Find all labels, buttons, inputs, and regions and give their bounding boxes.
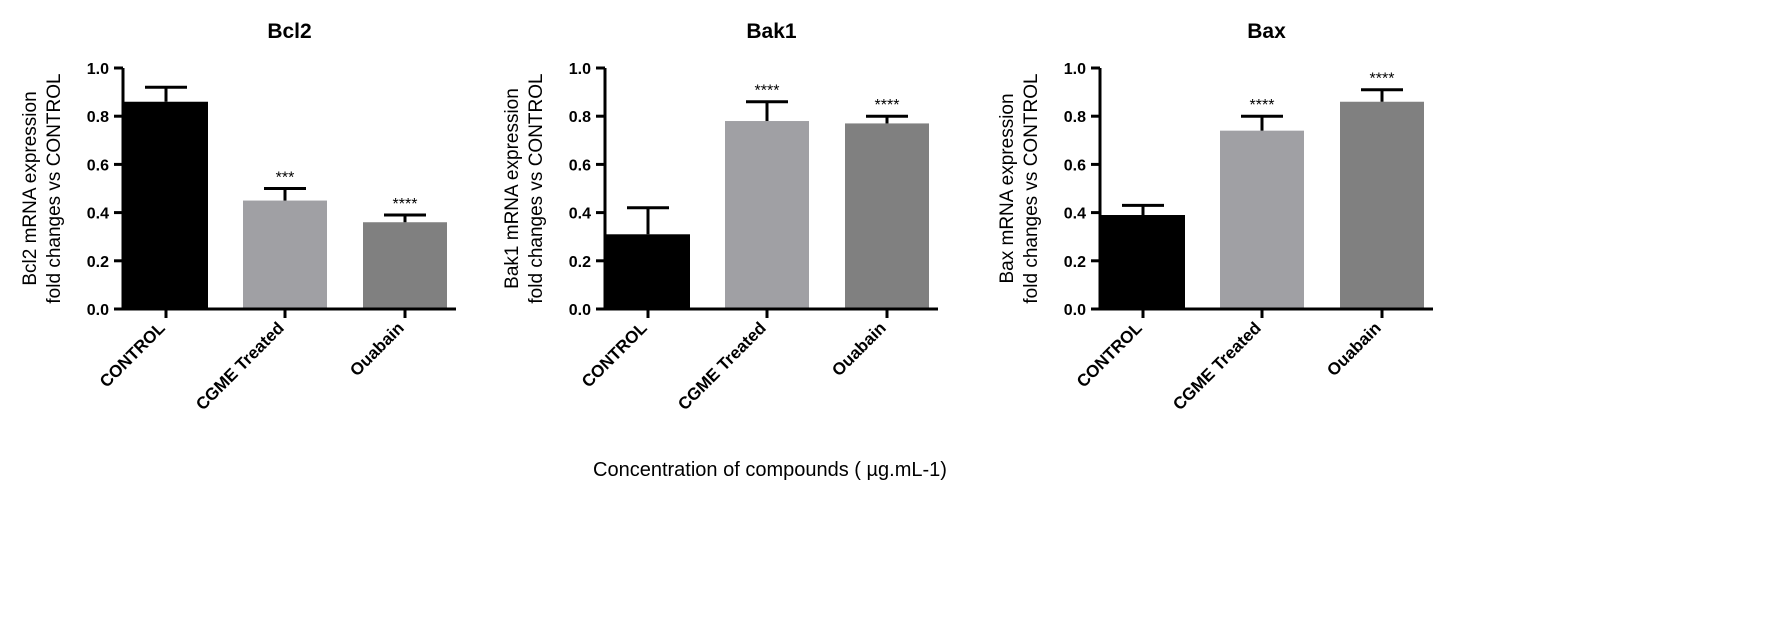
x-tick-label: CGME Treated [674,318,770,414]
chart-title: Bcl2 [267,20,311,43]
y-tick-label: 0.0 [1064,302,1086,319]
bar-control [606,234,690,309]
y-tick-label: 0.8 [87,109,109,126]
y-tick-label: 0.4 [1064,206,1086,223]
x-tick-label: CONTROL [578,318,651,391]
y-tick-label: 0.0 [87,302,109,319]
bar-cgme-treated [243,200,327,309]
y-tick-label: 0.2 [87,254,109,271]
y-tick-label: 1.0 [87,61,109,78]
significance-marker: **** [1250,97,1275,114]
x-tick-label: CGME Treated [1169,318,1265,414]
chart-panel-bak1: Bak1 Bak1 mRNA expression fold changes vs … [502,20,938,414]
significance-marker: **** [1370,71,1395,88]
y-axis-label: Bcl2 mRNA expression fold changes vs CONT… [20,73,65,303]
shared-x-axis-label: Concentration of compounds ( µg.mL-1) [593,459,947,481]
y-tick-label: 0.4 [569,206,591,223]
bar-control [124,101,208,310]
significance-marker: **** [875,97,900,114]
bar-cgme-treated [1220,130,1304,309]
y-axis-label: Bak1 mRNA expression fold changes vs CONT… [502,73,547,303]
x-tick-label: CGME Treated [192,318,288,414]
significance-marker: **** [755,83,780,100]
y-tick-label: 0.6 [569,157,591,174]
chart-title: Bak1 [746,20,797,43]
x-tick-label: Ouabain [828,318,890,380]
x-tick-label: CONTROL [96,318,169,391]
y-tick-label: 0.8 [1064,109,1086,126]
significance-marker: **** [393,196,418,213]
bar-cgme-treated [725,121,809,310]
x-tick-label: Ouabain [346,318,408,380]
y-tick-label: 1.0 [1064,61,1086,78]
y-tick-label: 0.8 [569,109,591,126]
y-tick-label: 0.6 [87,157,109,174]
y-tick-label: 0.0 [569,302,591,319]
y-axis-label: Bax mRNA expression fold changes vs CONTR… [997,73,1042,303]
bar-ouabain [845,123,929,310]
y-tick-label: 0.4 [87,206,109,223]
significance-marker: *** [276,170,295,187]
chart-panel-bcl2: Bcl2 Bcl2 mRNA expression fold changes vs … [20,20,456,414]
x-tick-label: Ouabain [1323,318,1385,380]
x-tick-label: CONTROL [1073,318,1146,391]
y-tick-label: 0.2 [1064,254,1086,271]
y-tick-label: 0.6 [1064,157,1086,174]
chart-panel-bax: Bax Bax mRNA expression fold changes vs CO… [997,20,1433,414]
y-tick-label: 1.0 [569,61,591,78]
y-tick-label: 0.2 [569,254,591,271]
chart-title: Bax [1247,20,1286,43]
bar-ouabain [363,222,447,309]
bar-control [1101,215,1185,309]
bar-ouabain [1340,101,1424,310]
